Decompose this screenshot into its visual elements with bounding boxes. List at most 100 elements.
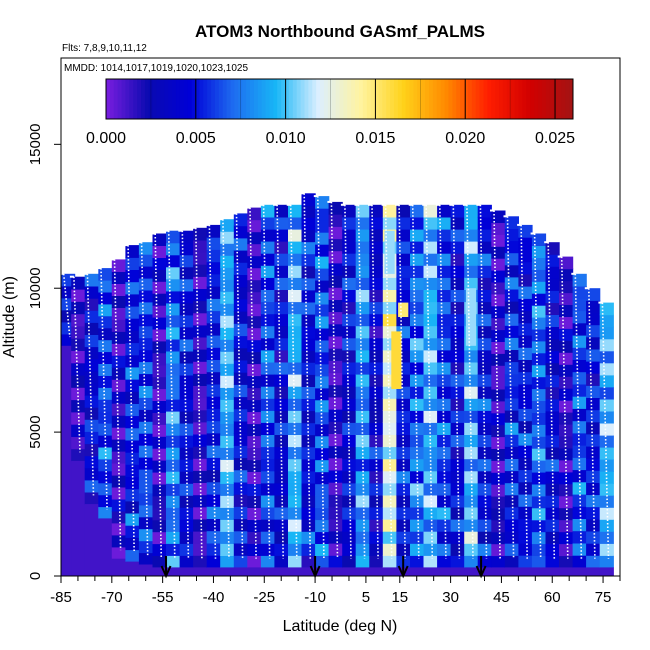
heatmap-cell — [71, 448, 86, 462]
heatmap-cell — [464, 422, 479, 435]
heatmap-cell — [410, 325, 425, 339]
heatmap-cell — [586, 470, 601, 483]
heatmap-cell — [410, 289, 425, 303]
heatmap-cell — [71, 301, 86, 315]
colorbar-swatch — [393, 79, 399, 119]
heatmap-cell — [437, 228, 452, 242]
heatmap-cell — [559, 412, 574, 425]
heatmap-cell — [247, 315, 262, 329]
heatmap-cell — [369, 265, 384, 278]
heatmap-cell — [572, 371, 587, 385]
heatmap-cell — [586, 567, 601, 576]
heatmap-cell — [288, 374, 303, 387]
x-tick-label: -55 — [152, 589, 174, 606]
heatmap-cell — [518, 445, 533, 458]
heatmap-cell — [599, 543, 614, 556]
heatmap-cell — [342, 567, 357, 576]
heatmap-cell — [559, 519, 574, 533]
heatmap-cell — [260, 253, 276, 266]
heatmap-cell — [193, 555, 208, 568]
heatmap-cell — [410, 422, 425, 435]
heatmap-cell — [193, 361, 208, 374]
heatmap-cell — [220, 243, 235, 256]
colorbar-swatch — [401, 79, 407, 119]
heatmap-cell — [193, 518, 208, 532]
colorbar-swatch — [335, 79, 340, 119]
heatmap-cell — [545, 543, 560, 556]
heatmap-cell — [233, 555, 248, 568]
heatmap-cell — [423, 216, 438, 230]
colorbar-swatch — [183, 79, 189, 119]
heatmap-cell — [396, 216, 411, 230]
colorbar-swatch — [448, 79, 453, 119]
heatmap-cell — [477, 567, 492, 576]
heatmap-cell — [301, 567, 316, 576]
heatmap-cell — [166, 266, 181, 280]
heatmap-cell — [586, 397, 601, 411]
heatmap-cell — [274, 531, 289, 544]
heatmap-cell — [355, 204, 370, 218]
heatmap-cell — [437, 204, 452, 218]
heatmap-cell — [166, 302, 181, 316]
heatmap-cell — [328, 335, 343, 349]
heatmap-cell — [220, 387, 235, 400]
heatmap-cell — [125, 415, 140, 429]
y-tick-label: 10000 — [27, 267, 44, 309]
heatmap-cell — [586, 300, 601, 314]
heatmap-cell — [518, 542, 533, 556]
heatmap-cell — [531, 531, 547, 545]
heatmap-cell — [138, 397, 154, 410]
heatmap-cell — [342, 374, 357, 387]
colorbar-swatch — [156, 79, 161, 119]
colorbar-swatch — [257, 79, 263, 119]
heatmap-cell — [586, 385, 601, 398]
heatmap-cell — [518, 286, 533, 299]
heatmap-cell — [369, 241, 384, 254]
heatmap-cell — [301, 313, 316, 327]
colorbar-swatch — [425, 79, 430, 119]
heatmap-cell — [247, 483, 262, 496]
heatmap-cell — [369, 361, 384, 375]
heatmap-cell — [504, 264, 519, 278]
heatmap-cell — [450, 398, 465, 411]
heatmap-cell — [423, 555, 438, 568]
heatmap-cell — [138, 504, 154, 518]
heatmap-cell — [152, 460, 167, 473]
heatmap-cell — [396, 265, 411, 278]
heatmap-cell — [518, 518, 533, 532]
heatmap-cell — [423, 422, 438, 435]
heatmap-cell — [152, 495, 167, 509]
heatmap-cell — [531, 460, 547, 473]
heatmap-cell — [599, 471, 614, 484]
heatmap-cell — [423, 531, 438, 544]
heatmap-cell — [233, 396, 248, 410]
heatmap-cell — [288, 361, 303, 375]
heatmap-cell — [410, 398, 425, 411]
heatmap-cell — [531, 388, 547, 401]
heatmap-cell — [518, 224, 533, 238]
colorbar-swatch — [207, 79, 212, 119]
heatmap-cell — [152, 555, 167, 568]
heatmap-cell — [559, 292, 574, 305]
heatmap-cell — [274, 253, 289, 266]
heatmap-cell — [477, 386, 492, 399]
heatmap-cell — [288, 289, 303, 303]
heatmap-cell — [220, 279, 235, 292]
heatmap-cell — [111, 510, 126, 524]
heatmap-cell — [342, 265, 357, 278]
heatmap-cell — [206, 359, 221, 373]
heatmap-cell — [382, 313, 397, 327]
heatmap-cell — [491, 281, 506, 295]
heatmap-cell — [518, 383, 533, 397]
heatmap-cell — [125, 305, 140, 319]
heatmap-cell — [206, 506, 221, 519]
heatmap-cell — [206, 494, 221, 507]
heatmap-cell — [504, 446, 519, 459]
heatmap-cell — [166, 290, 181, 304]
heatmap-cell — [450, 555, 465, 568]
heatmap-cell — [464, 349, 479, 363]
heatmap-cell — [315, 339, 330, 353]
heatmap-cell — [504, 337, 519, 350]
heatmap-cell — [274, 422, 289, 435]
heatmap-cell — [572, 555, 587, 568]
